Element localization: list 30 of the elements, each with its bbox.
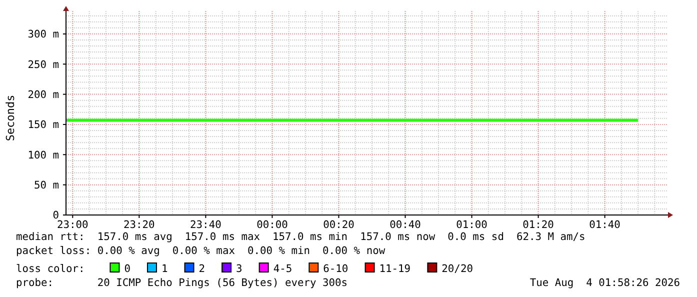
text: median rtt: 157.0 ms avg 157.0 ms max 157.0 ms min 157.0 ms now 0.0 ms sd 62.3 M am/s (16, 231, 586, 243)
x-tick-label: 23:20 (124, 219, 155, 231)
legend-label: 6-10 (323, 263, 348, 275)
y-tick-label: 150 m (28, 119, 59, 132)
x-tick-label: 23:00 (57, 219, 88, 231)
y-tick-label: 300 m (28, 28, 59, 41)
text: probe: 20 ICMP Echo Pings (56 Bytes) every 300s (16, 277, 348, 289)
x-tick-label: 00:20 (323, 219, 354, 231)
x-tick-label: 01:00 (456, 219, 488, 231)
legend-label: 0 (124, 263, 130, 275)
legend-label: 11-19 (379, 263, 411, 275)
legend-label: 2 (198, 263, 206, 275)
legend-label: 4-5 (273, 263, 292, 275)
x-tick-label: 00:00 (256, 219, 288, 231)
y-tick-label: 250 m (28, 58, 59, 71)
y-tick-label: 0 (52, 210, 59, 222)
y-tick-label: 100 m (28, 149, 59, 162)
text: Tue Aug 4 01:58:26 2026 (530, 277, 680, 289)
y-axis-title: Seconds (4, 94, 17, 142)
legend-title: loss color: (16, 263, 85, 275)
x-tick-label: 00:40 (390, 219, 421, 231)
y-tick-label: 200 m (28, 88, 59, 101)
y-tick-label: 50 m (34, 179, 59, 192)
legend-label: 1 (161, 263, 168, 275)
x-tick-label: 01:20 (522, 219, 554, 231)
x-tick-label: 01:40 (589, 219, 620, 231)
legend-label: 3 (236, 263, 242, 275)
text: packet loss: 0.00 % avg 0.00 % max 0.00 % min 0.00 % now (16, 245, 386, 257)
x-tick-label: 23:40 (190, 219, 222, 231)
legend-label: 20/20 (442, 263, 473, 275)
